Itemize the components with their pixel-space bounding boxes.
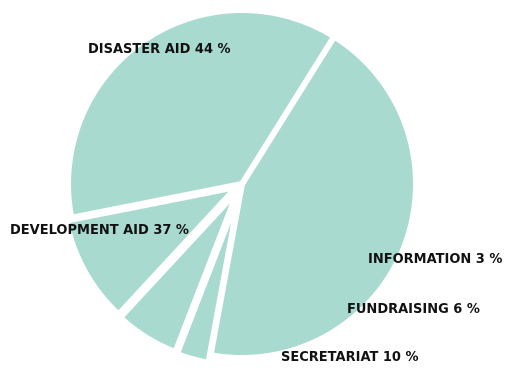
pie-slices <box>62 6 419 367</box>
label-information: INFORMATION 3 % <box>368 252 502 267</box>
label-disaster-aid: DISASTER AID 44 % <box>88 42 231 57</box>
label-secretariat: SECRETARIAT 10 % <box>281 350 419 365</box>
label-fundraising: FUNDRAISING 6 % <box>347 302 480 317</box>
slice-disaster-aid <box>207 32 419 361</box>
pie-labels: DISASTER AID 44 % INFORMATION 3 % FUNDRA… <box>10 42 502 365</box>
slice-development-aid <box>64 6 339 222</box>
slice-secretariat <box>62 182 246 319</box>
slice-fundraising <box>115 187 242 357</box>
label-development-aid: DEVELOPMENT AID 37 % <box>10 223 189 238</box>
